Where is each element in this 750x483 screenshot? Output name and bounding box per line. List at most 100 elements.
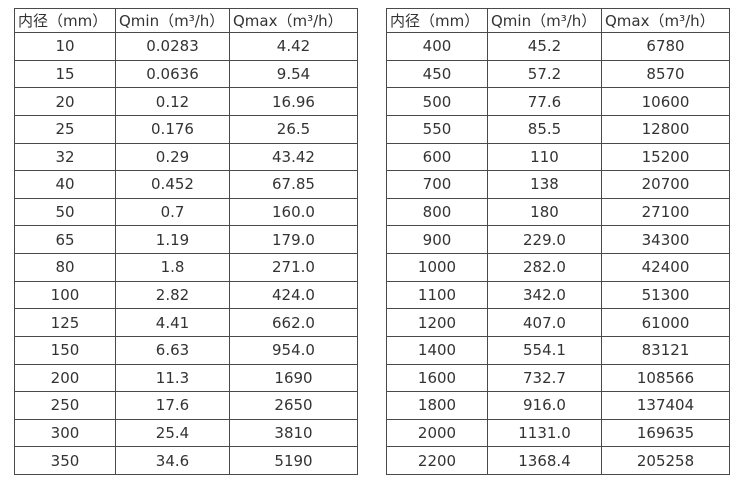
cell: 0.452 [115, 170, 230, 199]
cell: 1800 [386, 391, 488, 420]
cell: 12800 [601, 114, 730, 144]
cell: 50 [14, 197, 116, 227]
cell: 205258 [601, 446, 730, 475]
cell: 350 [14, 446, 116, 475]
cell: 300 [14, 418, 116, 448]
cell: 0.0636 [115, 59, 230, 89]
cell: 2000 [386, 418, 488, 448]
table-row: 900 229.0 34300 [386, 225, 730, 254]
cell: 110 [487, 142, 602, 172]
cell: 500 [386, 87, 488, 116]
table-row: 1800 916.0 137404 [386, 391, 730, 420]
cell: 6.63 [115, 335, 230, 365]
cell: 1690 [229, 363, 358, 393]
cell: 26.5 [229, 114, 358, 144]
cell: 15 [14, 59, 116, 89]
cell: 15200 [601, 142, 730, 172]
cell: 700 [386, 170, 488, 199]
flow-table-right: 内径（mm） Qmin（m³/h） Qmax（m³/h） 400 45.2 6780 450… [386, 8, 730, 475]
cell: 100 [14, 280, 116, 310]
cell: 1.19 [115, 225, 230, 254]
cell: 108566 [601, 363, 730, 393]
cell: 282.0 [487, 253, 602, 282]
table-row: 100 2.82 424.0 [14, 280, 358, 310]
cell: 4.41 [115, 308, 230, 337]
table-row: 50 0.7 160.0 [14, 197, 358, 227]
header-row: 内径（mm） Qmin（m³/h） Qmax（m³/h） [14, 8, 358, 33]
cell: 407.0 [487, 308, 602, 337]
cell: 169635 [601, 418, 730, 448]
cell: 900 [386, 225, 488, 254]
cell: 4.42 [229, 32, 358, 61]
cell: 800 [386, 197, 488, 227]
column-header: Qmin（m³/h） [115, 8, 230, 33]
table-row: 450 57.2 8570 [386, 59, 730, 89]
cell: 0.7 [115, 197, 230, 227]
cell: 2200 [386, 446, 488, 475]
cell: 5190 [229, 446, 358, 475]
cell: 40 [14, 170, 116, 199]
cell: 954.0 [229, 335, 358, 365]
cell: 85.5 [487, 114, 602, 144]
column-header: Qmin（m³/h） [487, 8, 602, 33]
cell: 180 [487, 197, 602, 227]
cell: 400 [386, 32, 488, 61]
cell: 342.0 [487, 280, 602, 310]
table-row: 25 0.176 26.5 [14, 114, 358, 144]
table-row: 550 85.5 12800 [386, 114, 730, 144]
cell: 8570 [601, 59, 730, 89]
cell: 42400 [601, 253, 730, 282]
cell: 34300 [601, 225, 730, 254]
cell: 20 [14, 87, 116, 116]
cell: 77.6 [487, 87, 602, 116]
column-header: 内径（mm） [14, 8, 116, 33]
column-header: 内径（mm） [386, 8, 488, 33]
table-row: 1000 282.0 42400 [386, 253, 730, 282]
cell: 916.0 [487, 391, 602, 420]
cell: 0.0283 [115, 32, 230, 61]
cell: 51300 [601, 280, 730, 310]
cell: 3810 [229, 418, 358, 448]
cell: 65 [14, 225, 116, 254]
column-header: Qmax（m³/h） [229, 8, 358, 33]
table-row: 125 4.41 662.0 [14, 308, 358, 337]
cell: 1600 [386, 363, 488, 393]
cell: 200 [14, 363, 116, 393]
table-row: 200 11.3 1690 [14, 363, 358, 393]
cell: 43.42 [229, 142, 358, 172]
cell: 10 [14, 32, 116, 61]
cell: 2650 [229, 391, 358, 420]
table-row: 250 17.6 2650 [14, 391, 358, 420]
table-row: 80 1.8 271.0 [14, 253, 358, 282]
cell: 271.0 [229, 253, 358, 282]
cell: 1000 [386, 253, 488, 282]
cell: 45.2 [487, 32, 602, 61]
cell: 11.3 [115, 363, 230, 393]
table-row: 350 34.6 5190 [14, 446, 358, 475]
cell: 1100 [386, 280, 488, 310]
table-row: 15 0.0636 9.54 [14, 59, 358, 89]
cell: 229.0 [487, 225, 602, 254]
cell: 25 [14, 114, 116, 144]
cell: 150 [14, 335, 116, 365]
cell: 83121 [601, 335, 730, 365]
table-row: 1200 407.0 61000 [386, 308, 730, 337]
cell: 6780 [601, 32, 730, 61]
table-row: 20 0.12 16.96 [14, 87, 358, 116]
cell: 16.96 [229, 87, 358, 116]
cell: 250 [14, 391, 116, 420]
table-row: 700 138 20700 [386, 170, 730, 199]
cell: 80 [14, 253, 116, 282]
cell: 554.1 [487, 335, 602, 365]
cell: 1368.4 [487, 446, 602, 475]
cell: 27100 [601, 197, 730, 227]
table-row: 40 0.452 67.85 [14, 170, 358, 199]
table-row: 1100 342.0 51300 [386, 280, 730, 310]
cell: 9.54 [229, 59, 358, 89]
table-row: 65 1.19 179.0 [14, 225, 358, 254]
table-row: 2000 1131.0 169635 [386, 418, 730, 448]
cell: 1.8 [115, 253, 230, 282]
cell: 25.4 [115, 418, 230, 448]
cell: 32 [14, 142, 116, 172]
